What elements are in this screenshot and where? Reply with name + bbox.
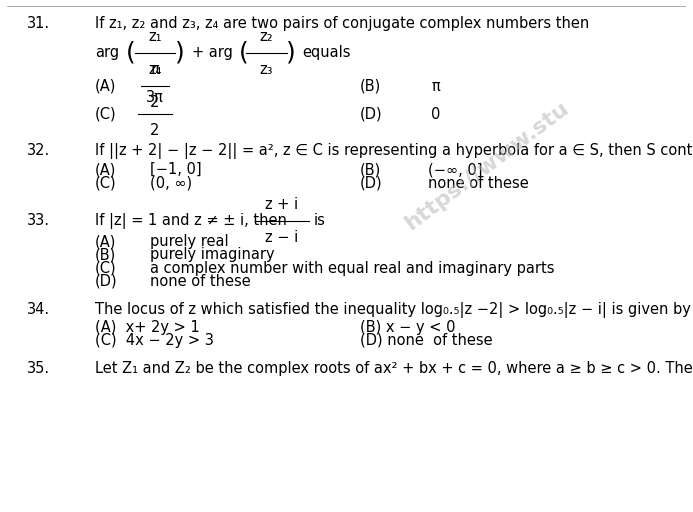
- Text: z − i: z − i: [265, 230, 299, 245]
- Text: 35.: 35.: [27, 361, 51, 376]
- Text: (: (: [238, 41, 248, 65]
- Text: (C): (C): [95, 106, 117, 121]
- Text: (A): (A): [95, 79, 116, 94]
- Text: (D) none  of these: (D) none of these: [360, 333, 493, 348]
- Text: (D): (D): [360, 106, 383, 121]
- Text: π: π: [432, 79, 440, 94]
- Text: (C)  4x − 2y > 3: (C) 4x − 2y > 3: [95, 333, 214, 348]
- Text: (B): (B): [360, 79, 381, 94]
- Text: is: is: [314, 214, 326, 228]
- Text: 31.: 31.: [27, 16, 51, 31]
- Text: Let Z₁ and Z₂ be the complex roots of ax² + bx + c = 0, where a ≥ b ≥ c > 0. The: Let Z₁ and Z₂ be the complex roots of ax…: [95, 361, 693, 376]
- Text: If z₁, z₂ and z₃, z₄ are two pairs of conjugate complex numbers then: If z₁, z₂ and z₃, z₄ are two pairs of co…: [95, 16, 590, 31]
- Text: (−∞, 0]: (−∞, 0]: [428, 162, 482, 177]
- Text: z + i: z + i: [265, 197, 299, 212]
- Text: (B): (B): [360, 162, 381, 177]
- Text: 32.: 32.: [27, 143, 51, 158]
- Text: If |z| = 1 and z ≠ ± i, then: If |z| = 1 and z ≠ ± i, then: [95, 213, 287, 229]
- Text: If ||z + 2| − |z − 2|| = a², z ∈ C is representing a hyperbola for a ∈ S, then S: If ||z + 2| − |z − 2|| = a², z ∈ C is re…: [95, 143, 693, 159]
- Text: (0, ∞): (0, ∞): [150, 176, 192, 191]
- Text: [−1, 0]: [−1, 0]: [150, 162, 201, 177]
- Text: 2: 2: [150, 123, 159, 138]
- Text: 33.: 33.: [27, 214, 51, 228]
- Text: (A): (A): [95, 162, 116, 177]
- Text: (A)  x+ 2y > 1: (A) x+ 2y > 1: [95, 320, 200, 335]
- Text: z₃: z₃: [260, 62, 273, 77]
- Text: (C): (C): [95, 261, 117, 275]
- Text: none of these: none of these: [150, 273, 250, 289]
- Text: z₁: z₁: [148, 29, 161, 44]
- Text: The locus of z which satisfied the inequality log₀.₅|z −2| > log₀.₅|z − i| is gi: The locus of z which satisfied the inequ…: [95, 302, 691, 317]
- Text: purely real: purely real: [150, 234, 228, 249]
- Text: + arg: + arg: [192, 45, 233, 60]
- Text: 34.: 34.: [27, 302, 51, 317]
- Text: z₂: z₂: [260, 29, 273, 44]
- Text: 3π: 3π: [146, 90, 164, 105]
- Text: ): ): [175, 41, 185, 65]
- Text: arg: arg: [95, 45, 119, 60]
- Text: 0: 0: [432, 106, 441, 121]
- Text: π: π: [150, 62, 159, 77]
- Text: (B): (B): [95, 247, 116, 263]
- Text: equals: equals: [302, 45, 351, 60]
- Text: (B) x − y < 0: (B) x − y < 0: [360, 320, 455, 335]
- Text: a complex number with equal real and imaginary parts: a complex number with equal real and ima…: [150, 261, 554, 275]
- Text: (C): (C): [95, 176, 117, 191]
- Text: z₄: z₄: [148, 62, 161, 77]
- Text: (D): (D): [95, 273, 118, 289]
- Text: (A): (A): [95, 234, 116, 249]
- Text: purely imaginary: purely imaginary: [150, 247, 274, 263]
- Text: ): ): [286, 41, 296, 65]
- Text: (: (: [126, 41, 136, 65]
- Text: none of these: none of these: [428, 176, 529, 191]
- Text: 2: 2: [150, 95, 159, 111]
- Text: (D): (D): [360, 176, 383, 191]
- Text: https://www.stu: https://www.stu: [401, 98, 572, 234]
